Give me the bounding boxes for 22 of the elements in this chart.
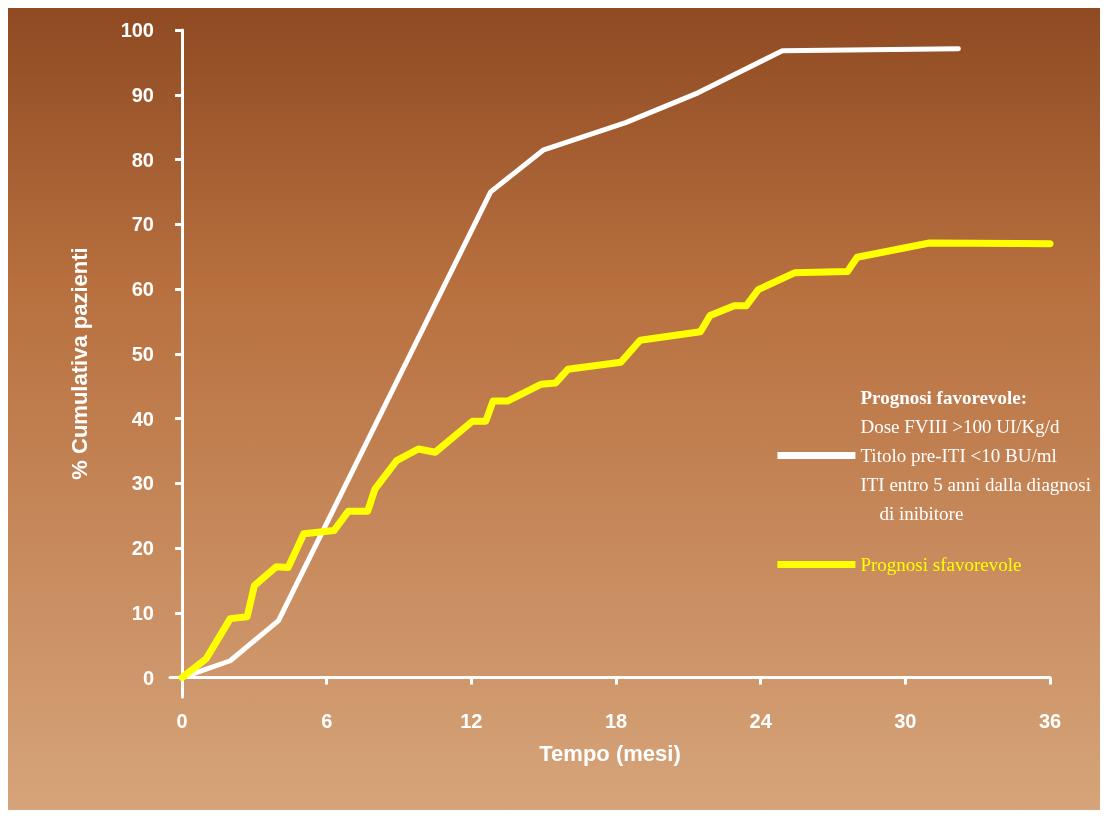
y-tick-label: 40	[131, 407, 154, 430]
y-tick-label: 10	[131, 601, 154, 624]
legend-label: Prognosi sfavorevole	[860, 554, 1022, 575]
y-tick-label: 90	[131, 83, 154, 106]
y-tick-label: 0	[142, 666, 154, 689]
x-tick-label: 0	[176, 710, 188, 732]
x-tick-label: 24	[749, 710, 773, 732]
y-tick-label: 70	[131, 213, 154, 236]
x-tick-label: 6	[321, 710, 333, 732]
x-tick-label: 30	[894, 710, 917, 732]
legend-label: Prognosi favorevole: Dose FVIII >100 UI/Kg/d Titolo pre-ITI <10 BU/ml ITI entro 5 anni dalla diagnosi di inibitore	[860, 387, 1092, 524]
x-axis-title: Tempo (mesi)	[539, 740, 681, 766]
x-tick-label: 18	[604, 710, 628, 732]
x-tick-label: 12	[460, 710, 483, 732]
x-tick-label: 36	[1038, 710, 1062, 732]
y-tick-label: 20	[131, 537, 154, 560]
y-tick-label: 100	[120, 19, 154, 41]
y-axis-title: % Cumulativa pazienti	[66, 247, 92, 480]
y-tick-label: 80	[131, 148, 154, 171]
y-tick-label: 30	[131, 472, 154, 495]
y-tick-label: 50	[131, 342, 154, 365]
y-tick-label: 60	[131, 278, 154, 301]
